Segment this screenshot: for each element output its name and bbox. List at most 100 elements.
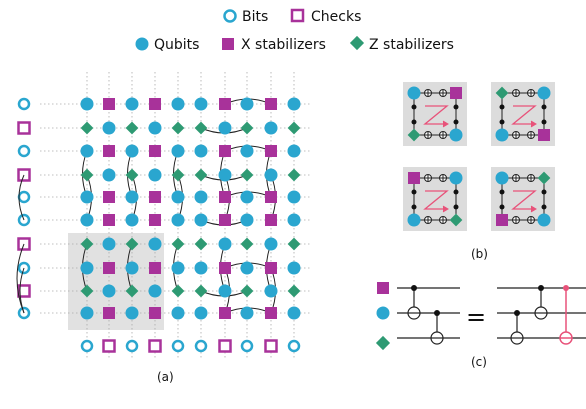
plaquette-schedule — [491, 167, 555, 231]
qubit-node — [171, 306, 185, 320]
check-node — [17, 284, 31, 298]
qubit-node — [80, 306, 94, 320]
bottom-bit-check-row — [80, 339, 301, 353]
equals-sign: = — [466, 303, 486, 331]
qubit-node — [80, 261, 94, 275]
z-stabilizer-node — [194, 168, 208, 182]
schedule-arrow — [423, 105, 449, 125]
qubit-node — [240, 144, 254, 158]
x-stabilizer-node — [219, 145, 231, 157]
bit-node — [171, 339, 185, 353]
bit-node — [287, 339, 301, 353]
cnot-control-dot — [411, 285, 417, 291]
z-stabilizer-node — [287, 168, 301, 182]
x-stabilizer-node — [219, 98, 231, 110]
qubit-node — [218, 284, 232, 298]
qubit-node — [240, 190, 254, 204]
x-stabilizer-node — [219, 191, 231, 203]
qubit-node — [171, 213, 185, 227]
panel-a-label: (a) — [157, 370, 174, 384]
qubit-node — [264, 168, 278, 182]
x-stabilizer-node — [408, 172, 420, 184]
check-node — [218, 339, 232, 353]
z-stabilizer-node — [407, 128, 421, 142]
z-stabilizers-legend-label: Z stabilizers — [369, 37, 454, 53]
qubit-node — [287, 261, 301, 275]
qubit-node — [407, 86, 421, 100]
qubit-node — [125, 306, 139, 320]
x-stabilizer-node — [450, 87, 462, 99]
qubit-node — [537, 86, 551, 100]
qubit-node — [495, 128, 509, 142]
z-stabilizer-node — [194, 284, 208, 298]
qubit-node — [287, 144, 301, 158]
panel-b-label: (b) — [471, 247, 488, 261]
panel-c-label: (c) — [471, 355, 487, 369]
x-stabilizer-wire-icon — [377, 282, 389, 294]
x-stabilizer-node — [103, 191, 115, 203]
qubit-node — [287, 190, 301, 204]
x-stabilizer-node — [149, 262, 161, 274]
qubit-node — [148, 121, 162, 135]
qubit-node — [264, 284, 278, 298]
checks-legend-label: Checks — [311, 9, 361, 25]
qubit-node — [125, 97, 139, 111]
plaquette-schedule — [403, 82, 467, 146]
qubit-node — [102, 237, 116, 251]
z-stabilizer-node — [171, 284, 185, 298]
x-stabilizer-node — [265, 307, 277, 319]
qubit-node — [194, 213, 208, 227]
bit-node — [17, 97, 31, 111]
qubit-node — [240, 213, 254, 227]
z-stabilizer-node — [171, 237, 185, 251]
qubit-node — [287, 213, 301, 227]
z-stabilizer-node — [240, 168, 254, 182]
z-stabilizer-node — [125, 168, 139, 182]
qubit-node — [194, 261, 208, 275]
x-stabilizer-node — [103, 214, 115, 226]
bit-node — [17, 190, 31, 204]
x-stabilizer-node — [538, 129, 550, 141]
panel-c-circuit-identity: = (c) — [375, 282, 586, 369]
qubit-node — [218, 168, 232, 182]
z-stabilizer-node — [125, 121, 139, 135]
bits-legend-label: Bits — [242, 9, 268, 25]
qubit-node — [194, 306, 208, 320]
qubit-node — [80, 144, 94, 158]
qubit-node — [102, 284, 116, 298]
bit-node — [194, 339, 208, 353]
z-stabilizer-node — [171, 168, 185, 182]
left-column-arcs — [16, 174, 25, 314]
qubit-node — [102, 168, 116, 182]
check-node — [17, 121, 31, 135]
x-stabilizer-node — [496, 214, 508, 226]
left-arc — [16, 243, 25, 314]
plaquette-schedule — [403, 167, 467, 231]
qubit-node — [194, 97, 208, 111]
x-stabilizer-node — [149, 98, 161, 110]
qubit-node — [495, 171, 509, 185]
x-stabilizer-node — [219, 307, 231, 319]
qubit-node — [264, 121, 278, 135]
z-stabilizer-node — [287, 121, 301, 135]
qubit-node — [240, 97, 254, 111]
left-arc — [18, 174, 25, 221]
qubit-node — [125, 144, 139, 158]
checks-legend-icon — [290, 8, 305, 23]
qubit-node — [218, 121, 232, 135]
panel-b-cnot-schedules — [403, 82, 555, 231]
z-stabilizer-wire-icon — [375, 335, 391, 351]
z-stabilizer-node — [240, 237, 254, 251]
qubits-legend-icon — [135, 37, 149, 51]
z-stabilizer-node — [125, 284, 139, 298]
z-stabilizer-node — [240, 121, 254, 135]
qubit-node — [171, 261, 185, 275]
z-stabilizer-node — [125, 237, 139, 251]
panel-a-lattice: (a) — [16, 72, 310, 384]
z-stabilizer-node — [80, 168, 94, 182]
x-stabilizers-legend-label: X stabilizers — [241, 37, 326, 53]
qubits-legend-label: Qubits — [154, 37, 199, 53]
qubit-node — [240, 306, 254, 320]
qubit-node — [194, 144, 208, 158]
